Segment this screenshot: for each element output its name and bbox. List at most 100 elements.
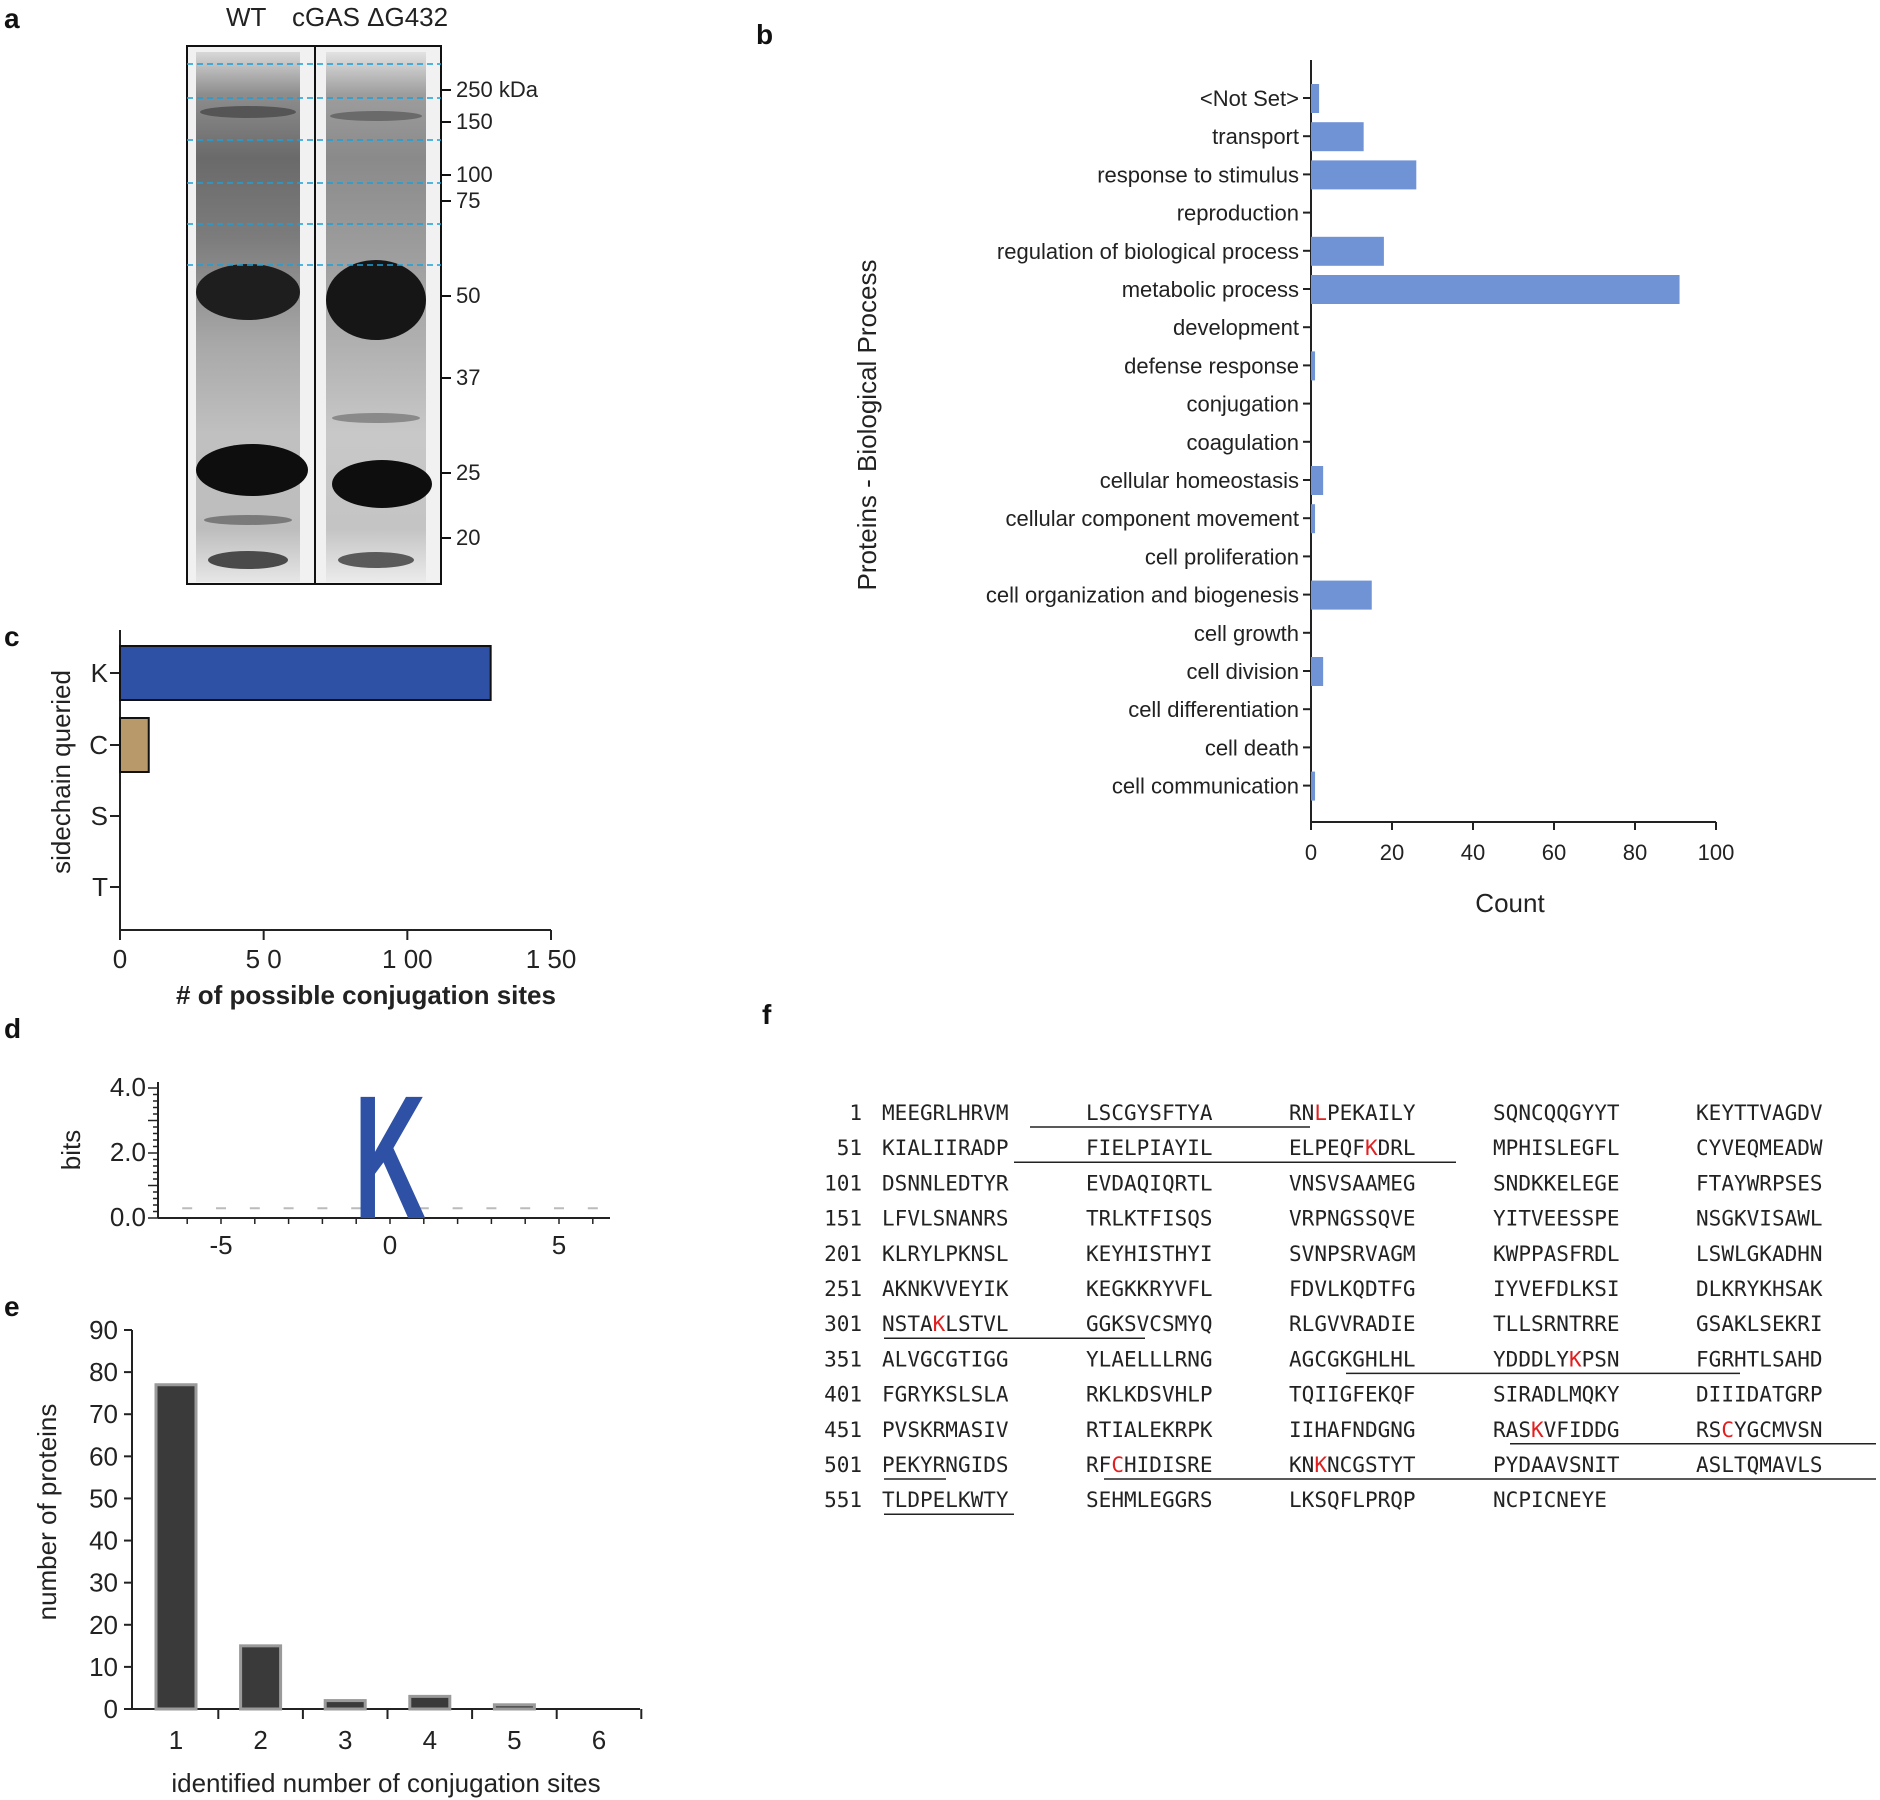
bar [408, 1694, 452, 1711]
marker-label: 75 [456, 188, 480, 213]
lane-label-wt: WT [226, 2, 267, 32]
panel-d: d bits 0.0 2.0 4.0 -5 0 5 K [4, 1013, 610, 1260]
y-tick-label: 40 [89, 1526, 118, 1556]
category-label: <Not Set> [1200, 86, 1299, 111]
x-tick-label: 5 [507, 1725, 521, 1755]
category-label: response to stimulus [1097, 162, 1299, 187]
y-tick-label: 80 [89, 1357, 118, 1387]
sequence-group: CYVEQMEADW [1696, 1136, 1823, 1160]
panel-f: f 1 MEEGRLHRVM LSCGYSFTYA RNLPEKAILY SQNCQQG… [762, 999, 1876, 1515]
chart-e-plot: 0 10 20 30 40 50 60 70 80 90 1 2 3 4 5 6 [89, 1315, 643, 1755]
marker-label: 50 [456, 283, 480, 308]
x-tick-label: -5 [209, 1230, 232, 1260]
sequence-line-number: 501 [824, 1453, 862, 1477]
y-tick-label: 20 [89, 1610, 118, 1640]
sequence-group: RTIALEKRPK [1086, 1418, 1213, 1442]
chart-d-plot: 0.0 2.0 4.0 -5 0 5 K [110, 1059, 610, 1260]
x-tick-label: 1 [169, 1725, 183, 1755]
gel-cut-lines [187, 63, 441, 266]
x-tick-label: 6 [592, 1725, 606, 1755]
chart-e-ylabel: number of proteins [32, 1404, 62, 1621]
y-tick-label: 30 [89, 1568, 118, 1598]
category-label: cell death [1205, 735, 1299, 760]
y-tick-label: 70 [89, 1399, 118, 1429]
x-tick-label: 1 50 [526, 944, 577, 974]
sequence-line-number: 301 [824, 1312, 862, 1336]
y-tick-label: 10 [89, 1652, 118, 1682]
y-tick-label: 2.0 [110, 1137, 146, 1167]
panel-b: b Proteins - Biological Process Count <N… [756, 19, 1734, 918]
chart-b-xlabel: Count [1475, 888, 1545, 918]
logo-letter: K [354, 1059, 426, 1256]
sequence-group: DIIIDATGRP [1696, 1383, 1823, 1407]
sequence-group: KEYTTVAGDV [1696, 1101, 1823, 1125]
sequence-line-number: 101 [824, 1171, 862, 1195]
sequence-group: FGRHTLSAHD [1696, 1347, 1823, 1371]
y-tick-label: 60 [89, 1441, 118, 1471]
bar [1311, 504, 1316, 534]
sequence-group: FGRYKSLSLA [882, 1383, 1009, 1407]
category-label: T [92, 872, 108, 902]
chart-c-xlabel: # of possible conjugation sites [176, 980, 556, 1010]
sequence-group: SVNPSRVAGM [1289, 1242, 1416, 1266]
sequence-group: SEHMLEGGRS [1086, 1488, 1213, 1512]
sequence-group: LSCGYSFTYA [1086, 1101, 1213, 1125]
gel-band [330, 111, 422, 121]
gel-band [332, 413, 420, 423]
panel-e: e number of proteins identified number o… [4, 1291, 643, 1798]
bar [1311, 275, 1680, 304]
gel-band [208, 551, 288, 569]
chart-e-xlabel: identified number of conjugation sites [171, 1768, 600, 1798]
bar [492, 1703, 536, 1711]
y-tick-label: 0.0 [110, 1202, 146, 1232]
gel-band [196, 264, 300, 320]
sequence-group: TLLSRNTRRE [1493, 1312, 1620, 1336]
x-tick-label: 0 [1305, 840, 1317, 865]
category-label: reproduction [1177, 201, 1299, 226]
sequence-group: ASLTQMAVLS [1696, 1453, 1823, 1477]
bar [1311, 771, 1316, 801]
category-label: cellular homeostasis [1100, 468, 1299, 493]
x-tick-label: 80 [1623, 840, 1647, 865]
x-tick-label: 60 [1542, 840, 1566, 865]
x-tick-label: 3 [338, 1725, 352, 1755]
sequence-group: RNLPEKAILY [1289, 1101, 1416, 1125]
sequence-group: KEYHISTHYI [1086, 1242, 1213, 1266]
gel-band [326, 260, 426, 340]
x-tick-label: 5 0 [246, 944, 282, 974]
bar [119, 717, 150, 773]
sequence-group: LKSQFLPRQP [1289, 1488, 1416, 1512]
bar [1311, 580, 1372, 610]
x-tick-label: 0 [113, 944, 127, 974]
x-tick-label: 2 [253, 1725, 267, 1755]
sequence-group: MEEGRLHRVM [882, 1101, 1009, 1125]
bar [1311, 351, 1316, 381]
sequence-group: KNKNCGSTYT [1289, 1453, 1416, 1477]
bar [1311, 122, 1364, 152]
bar [239, 1644, 283, 1711]
x-tick-label: 100 [1698, 840, 1735, 865]
lane-label-cgas: cGAS ΔG432 [292, 2, 448, 32]
sequence-group: YLAELLLRNG [1086, 1347, 1213, 1371]
marker-label: 150 [456, 109, 493, 134]
sequence-group: NSGKVISAWL [1696, 1207, 1823, 1231]
sequence-group: KWPPASFRDL [1493, 1242, 1620, 1266]
marker-label: 100 [456, 162, 493, 187]
sequence-group: RASKVFIDDG [1493, 1418, 1620, 1442]
x-tick-label: 4 [423, 1725, 437, 1755]
category-label: cell proliferation [1145, 544, 1299, 569]
marker-label: 25 [456, 460, 480, 485]
bar [1311, 657, 1324, 686]
gel-band [338, 552, 414, 568]
bar [1311, 236, 1384, 266]
gel-band [196, 444, 308, 496]
sequence-group: DLKRYKHSAK [1696, 1277, 1823, 1301]
sequence-group: PYDAAVSNIT [1493, 1453, 1620, 1477]
panel-letter-e: e [4, 1291, 20, 1322]
sequence-group: LSWLGKADHN [1696, 1242, 1823, 1266]
category-label: cell differentiation [1128, 697, 1299, 722]
sequence-group: VNSVSAAMEG [1289, 1171, 1416, 1195]
